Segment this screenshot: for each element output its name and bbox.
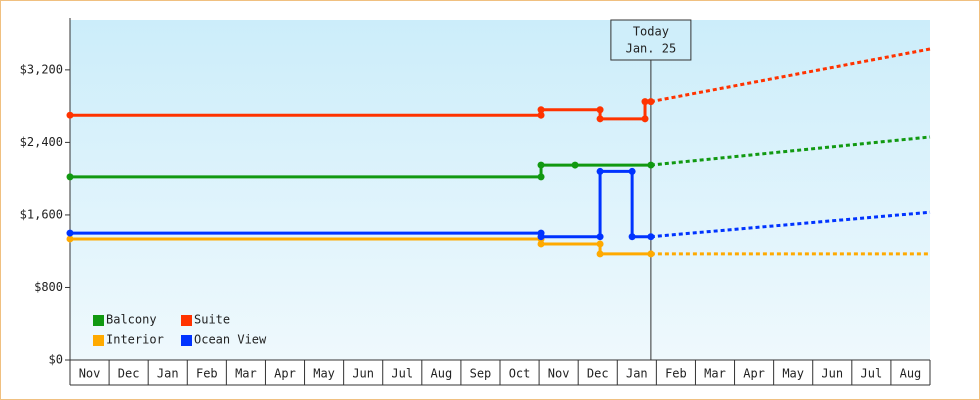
forecast-line bbox=[650, 210, 931, 239]
data-point bbox=[66, 229, 74, 237]
data-point bbox=[66, 235, 74, 243]
legend-label: Interior bbox=[106, 333, 164, 347]
y-tick-label: $3,200 bbox=[20, 62, 63, 76]
legend-swatch bbox=[93, 315, 104, 326]
series-line bbox=[70, 237, 651, 256]
today-label: Today bbox=[633, 25, 669, 39]
data-point bbox=[596, 240, 604, 248]
legend-label: Suite bbox=[194, 313, 230, 327]
data-point bbox=[647, 98, 655, 106]
today-box bbox=[610, 19, 692, 61]
data-point bbox=[537, 111, 545, 119]
data-point bbox=[571, 161, 579, 169]
data-point bbox=[596, 115, 604, 123]
legend-swatch bbox=[181, 335, 192, 346]
today-label: Jan. 25 bbox=[626, 42, 677, 56]
x-tick-label: Sep bbox=[470, 367, 492, 381]
data-point bbox=[641, 98, 649, 106]
x-tick-label: Jan bbox=[157, 367, 179, 381]
forecast-line bbox=[650, 135, 931, 167]
x-tick-label: Aug bbox=[431, 367, 453, 381]
x-tick-label: Mar bbox=[235, 367, 257, 381]
x-tick-label: Jun bbox=[821, 367, 843, 381]
legend-label: Balcony bbox=[106, 313, 157, 327]
data-point bbox=[537, 240, 545, 248]
plot-area bbox=[70, 20, 930, 360]
data-point bbox=[596, 233, 604, 241]
x-tick-label: Apr bbox=[274, 367, 296, 381]
data-point bbox=[537, 173, 545, 181]
x-tick-label: Mar bbox=[704, 367, 726, 381]
data-point bbox=[647, 161, 655, 169]
x-tick-label: May bbox=[782, 367, 804, 381]
data-point bbox=[647, 250, 655, 258]
x-tick-label: May bbox=[313, 367, 335, 381]
x-tick-label: Dec bbox=[587, 367, 609, 381]
x-tick-label: Dec bbox=[118, 367, 140, 381]
x-tick-label: Apr bbox=[743, 367, 765, 381]
data-point bbox=[537, 106, 545, 114]
y-tick-label: $1,600 bbox=[20, 207, 63, 221]
x-tick-label: Jun bbox=[352, 367, 374, 381]
x-tick-label: Nov bbox=[548, 367, 570, 381]
forecast-line bbox=[650, 47, 931, 104]
legend-swatch bbox=[93, 335, 104, 346]
x-tick-label: Feb bbox=[196, 367, 218, 381]
legend-swatch bbox=[181, 315, 192, 326]
data-point bbox=[537, 161, 545, 169]
data-point bbox=[596, 250, 604, 258]
x-tick-label: Jul bbox=[391, 367, 413, 381]
data-point bbox=[537, 233, 545, 241]
data-point bbox=[641, 115, 649, 123]
x-tick-label: Nov bbox=[79, 367, 101, 381]
x-tick-label: Feb bbox=[665, 367, 687, 381]
x-tick-label: Oct bbox=[509, 367, 531, 381]
data-point bbox=[66, 111, 74, 119]
y-tick-label: $0 bbox=[49, 353, 63, 367]
x-tick-label: Jan bbox=[626, 367, 648, 381]
x-tick-label: Jul bbox=[861, 367, 883, 381]
y-tick-label: $800 bbox=[34, 280, 63, 294]
y-tick-label: $2,400 bbox=[20, 135, 63, 149]
legend-label: Ocean View bbox=[194, 333, 267, 347]
data-point bbox=[596, 106, 604, 114]
data-point bbox=[596, 167, 604, 175]
data-point bbox=[66, 173, 74, 181]
data-point bbox=[647, 233, 655, 241]
data-point bbox=[628, 233, 636, 241]
data-point bbox=[628, 167, 636, 175]
x-tick-label: Aug bbox=[900, 367, 922, 381]
